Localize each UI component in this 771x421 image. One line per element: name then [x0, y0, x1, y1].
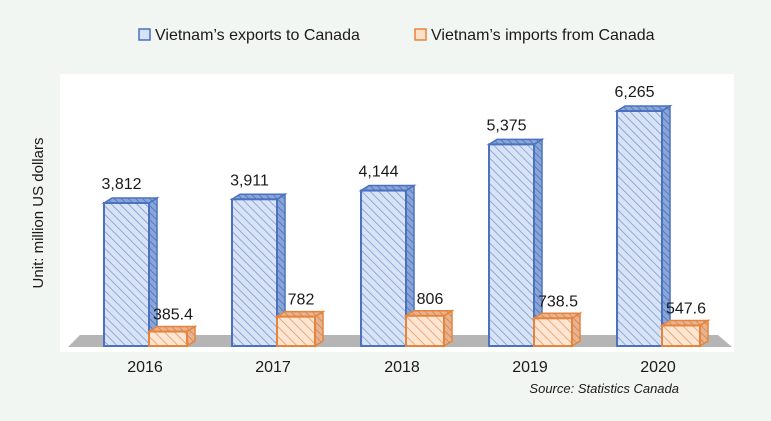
y-axis-label: Unit: million US dollars	[30, 138, 47, 289]
legend-item-imports[interactable]: Vietnam’s imports from Canada	[414, 27, 655, 44]
bar-front	[276, 315, 316, 348]
bars	[101, 104, 711, 348]
value-label-imports-2016: 385.4	[153, 307, 193, 324]
value-label-exports-2019: 5,375	[486, 117, 526, 134]
bar-side	[148, 196, 158, 348]
bar-exports-2016[interactable]	[101, 196, 160, 348]
bar-imports-2018[interactable]	[403, 309, 455, 348]
bar-exports-2020[interactable]	[614, 104, 673, 348]
bar-front	[616, 110, 663, 347]
value-label-exports-2016: 3,812	[101, 176, 141, 193]
value-label-imports-2020: 547.6	[666, 300, 706, 317]
legend-label-imports: Vietnam’s imports from Canada	[431, 27, 655, 44]
x-tick-2019: 2019	[512, 359, 548, 376]
value-label-imports-2017: 782	[288, 292, 315, 309]
legend-swatch-imports	[414, 28, 427, 41]
bar-front	[103, 202, 150, 347]
value-labels: 3,812 385.4 3,911 782 4,144 806 5,375 738.5 6,26…	[101, 84, 706, 324]
bar-front	[405, 314, 445, 348]
x-tick-2020: 2020	[640, 359, 676, 376]
source-note: Source: Statistics Canada	[529, 381, 679, 396]
bar-front	[488, 143, 535, 347]
bar-front	[148, 330, 188, 347]
bar-front	[360, 189, 407, 347]
legend-item-exports[interactable]: Vietnam’s exports to Canada	[138, 27, 360, 44]
bar-exports-2018[interactable]	[358, 184, 417, 348]
bar-imports-2016[interactable]	[146, 325, 198, 348]
bar-side	[314, 310, 324, 348]
bar-exports-2017[interactable]	[229, 192, 288, 348]
bar-imports-2017[interactable]	[274, 310, 326, 348]
bar-imports-2020[interactable]	[659, 319, 711, 348]
bar-front	[661, 324, 701, 347]
bar-side	[443, 309, 453, 348]
x-tick-2016: 2016	[127, 359, 163, 376]
bar-front	[533, 317, 573, 348]
bar-exports-2019[interactable]	[486, 138, 545, 348]
legend-label-exports: Vietnam’s exports to Canada	[155, 27, 360, 44]
value-label-exports-2018: 4,144	[358, 164, 398, 181]
legend-swatch-exports	[138, 28, 151, 41]
value-label-exports-2020: 6,265	[614, 84, 654, 101]
x-tick-2018: 2018	[384, 359, 420, 376]
legend: Vietnam’s exports to Canada Vietnam’s im…	[138, 27, 655, 44]
value-label-exports-2017: 3,911	[230, 172, 269, 189]
bar-imports-2019[interactable]	[531, 311, 583, 348]
x-tick-2017: 2017	[255, 359, 291, 376]
x-axis-ticks: 2016 2017 2018 2019 2020	[127, 359, 676, 376]
value-label-imports-2019: 738.5	[538, 293, 578, 310]
value-label-imports-2018: 806	[417, 291, 444, 308]
bar-front	[231, 198, 278, 347]
